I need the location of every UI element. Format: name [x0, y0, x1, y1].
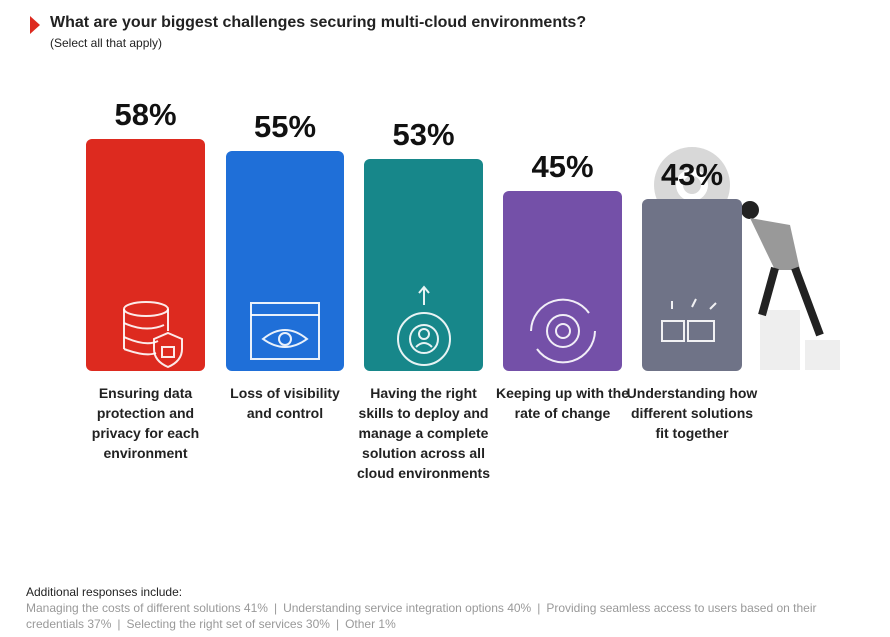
notes-title: Additional responses include:	[26, 585, 183, 599]
note: Selecting the right set of services 30%	[126, 617, 330, 631]
bar	[86, 139, 205, 371]
category-label: Loss of visibility and control	[230, 385, 340, 421]
category-label: Keeping up with the rate of change	[496, 385, 629, 421]
note: Managing the costs of different solution…	[26, 601, 268, 615]
separator: |	[335, 617, 340, 631]
notes: Managing the costs of different solution…	[26, 600, 866, 632]
bar	[503, 191, 622, 371]
title: What are your biggest challenges securin…	[50, 14, 587, 31]
note: Other 1%	[345, 617, 396, 631]
value-label: 55%	[253, 109, 317, 144]
value-label: 53%	[392, 117, 455, 152]
category-label: Ensuring data protection and privacy for…	[91, 385, 200, 461]
separator: |	[537, 601, 541, 615]
category-label: Having the right skills to deploy and ma…	[356, 385, 491, 481]
title-marker	[30, 16, 40, 34]
value-label: 43%	[660, 157, 724, 192]
bar	[226, 151, 344, 371]
subtitle: (Select all that apply)	[50, 36, 163, 50]
value-label: 45%	[531, 149, 594, 184]
separator: |	[273, 601, 278, 615]
note: Providing seamless access to users based…	[26, 601, 817, 631]
bar	[364, 159, 483, 371]
separator: |	[117, 617, 121, 631]
note: Understanding service integration option…	[283, 601, 532, 615]
category-label: Understanding how different solutions fi…	[626, 385, 758, 441]
value-label: 58%	[114, 97, 177, 132]
bar	[642, 199, 742, 371]
